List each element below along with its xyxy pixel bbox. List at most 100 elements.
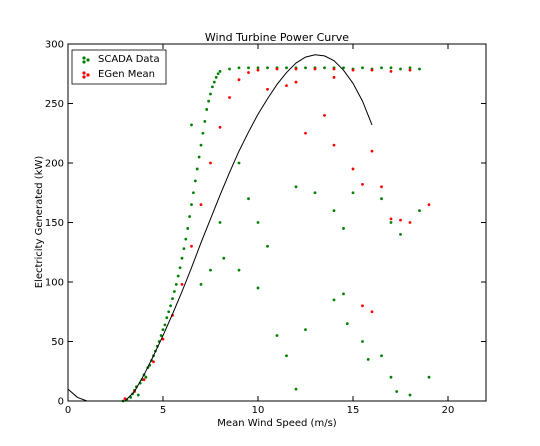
egen-mean-point xyxy=(218,125,222,129)
egen-mean-point xyxy=(237,78,241,82)
egen-mean-point xyxy=(123,397,127,401)
scada-point xyxy=(266,66,269,70)
scada-point xyxy=(380,197,383,201)
egen-mean-point xyxy=(332,143,336,147)
scada-point xyxy=(144,375,148,379)
y-tick-label: 300 xyxy=(45,40,64,51)
egen-mean-point xyxy=(209,161,212,165)
y-tick-label: 50 xyxy=(51,337,64,348)
scada-point xyxy=(361,340,364,343)
scada-point xyxy=(176,274,180,278)
scada-point xyxy=(408,393,412,397)
x-tick-label: 20 xyxy=(442,405,455,416)
egen-mean-point xyxy=(380,185,383,189)
egen-mean-point xyxy=(152,360,155,364)
scada-point xyxy=(418,209,421,213)
scada-point xyxy=(237,66,241,70)
scada-point xyxy=(313,191,317,195)
scada-point xyxy=(345,322,349,326)
legend-marker-scada xyxy=(82,56,86,60)
scada-point xyxy=(247,197,250,201)
egen-mean-point xyxy=(228,96,231,99)
egen-mean-point xyxy=(408,68,412,72)
scada-point xyxy=(174,282,178,286)
scada-point xyxy=(342,227,345,230)
egen-mean-point xyxy=(351,68,355,72)
egen-mean-point xyxy=(266,87,269,91)
egen-mean-point xyxy=(389,217,393,221)
legend: SCADA Data EGen Mean xyxy=(71,49,167,85)
scada-point xyxy=(294,185,298,189)
scada-point xyxy=(380,66,383,70)
fitted-curve-line xyxy=(67,54,373,402)
scada-point xyxy=(193,179,197,183)
scada-point xyxy=(380,354,383,358)
scada-point xyxy=(207,99,211,103)
scada-point xyxy=(228,67,231,71)
scada-point xyxy=(129,396,133,399)
scada-point xyxy=(427,375,431,379)
scada-point xyxy=(256,66,260,70)
egen-mean-point xyxy=(332,67,336,71)
scada-point xyxy=(203,119,207,123)
y-axis-ticks: 0 50 100 150 200 250 300 xyxy=(45,40,486,408)
line-layer xyxy=(67,54,373,402)
scada-point xyxy=(216,72,220,76)
scada-point xyxy=(332,209,336,213)
egen-mean-point xyxy=(199,203,203,207)
scada-point xyxy=(188,215,192,218)
scada-point xyxy=(190,203,193,207)
egen-mean-point xyxy=(361,183,364,186)
scada-point xyxy=(165,316,169,320)
scada-point xyxy=(389,221,393,224)
x-tick-label: 5 xyxy=(160,405,166,416)
egen-mean-point xyxy=(361,304,364,308)
scada-point xyxy=(199,143,203,147)
scada-point xyxy=(389,375,393,379)
y-tick-label: 0 xyxy=(58,397,64,408)
egen-mean-point xyxy=(304,131,307,135)
scada-point xyxy=(285,354,288,358)
scada-point xyxy=(199,282,203,286)
scada-point xyxy=(266,244,269,248)
egen-mean-point xyxy=(370,149,374,153)
scada-point xyxy=(136,393,140,397)
legend-marker-scada-3 xyxy=(82,60,86,64)
y-tick-label: 250 xyxy=(45,99,64,110)
egen-mean-point xyxy=(332,75,336,79)
scada-point xyxy=(171,297,174,301)
y-tick-label: 200 xyxy=(45,159,64,170)
scada-point xyxy=(178,266,182,270)
legend-label-scada: SCADA Data xyxy=(98,54,160,65)
scada-point xyxy=(212,80,216,84)
scada-point xyxy=(211,85,214,89)
egen-mean-point xyxy=(351,167,355,171)
scada-point xyxy=(342,292,345,296)
scada-point xyxy=(399,67,402,71)
scada-point xyxy=(323,66,326,70)
scada-point xyxy=(275,334,279,337)
scada-point xyxy=(294,387,298,391)
egen-mean-point xyxy=(190,244,193,248)
scada-point xyxy=(205,108,209,111)
plot-frame xyxy=(67,43,487,402)
chart-title: Wind Turbine Power Curve xyxy=(205,31,349,44)
legend-box xyxy=(71,49,167,85)
x-axis-ticks: 0 5 10 15 20 xyxy=(65,44,455,416)
scada-point xyxy=(169,304,173,308)
plot-area: 0 5 10 15 20 0 50 100 150 200 250 300 xyxy=(45,40,487,416)
legend-marker-egen xyxy=(82,71,86,75)
scada-point xyxy=(351,191,355,195)
egen-mean-point xyxy=(399,218,402,222)
x-tick-label: 15 xyxy=(347,405,360,416)
scada-point xyxy=(247,66,250,70)
scada-point xyxy=(218,69,222,73)
scada-point xyxy=(159,334,163,337)
scada-point xyxy=(418,67,421,71)
scada-point xyxy=(237,268,241,272)
scada-point xyxy=(209,92,212,96)
scada-point xyxy=(195,167,199,171)
egen-mean-point xyxy=(323,114,326,117)
legend-label-egen: EGen Mean xyxy=(98,69,155,80)
scada-point xyxy=(192,191,195,195)
